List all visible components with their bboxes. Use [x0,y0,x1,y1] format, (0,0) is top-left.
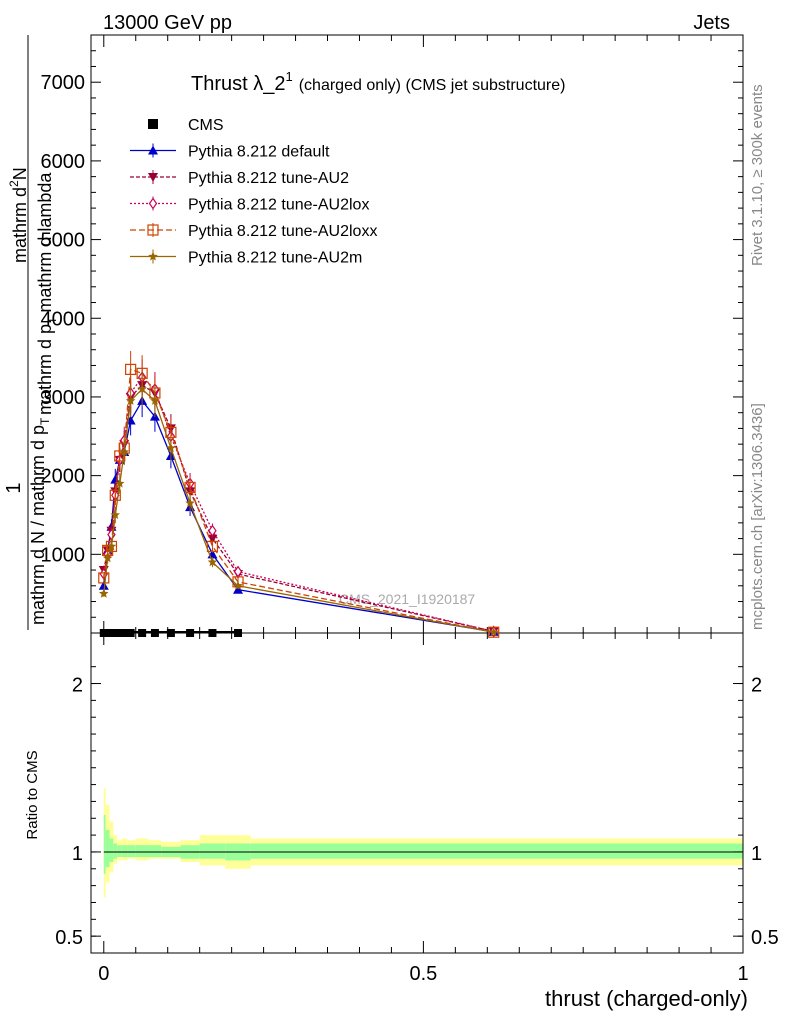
ylabel-denominator: mathrm d N / mathrm d pT [28,417,52,625]
marker-star [119,447,129,457]
marker-star [102,553,113,563]
ratio-uncertainty-bands [103,787,743,898]
marker-triangle [233,584,244,594]
y-tick-label: 1000 [41,544,86,566]
legend-entry: Pythia 8.212 default [130,143,330,161]
legend-label: Pythia 8.212 tune-AU2m [188,250,362,267]
legend-label: CMS [188,117,224,134]
legend-entry: Pythia 8.212 tune-AU2lox [130,196,369,214]
marker-star [207,557,218,567]
ratio-y-tick-label: 0.5 [55,927,83,949]
marker-triangle-down [148,173,158,182]
x-tick-label: 1 [737,963,748,985]
title-main: Thrust λ_2 [191,73,285,95]
ratio-band-green [103,814,106,874]
ratio-y-tick-label: 1 [72,843,83,865]
y-tick-label: 7000 [41,72,86,94]
y-tick-label: 6000 [41,151,86,173]
y-tick-label: 5000 [41,230,86,252]
x-tick-label: 0.5 [409,963,437,985]
ratio-plot-frame [90,632,744,954]
x-tick-label: 0 [98,963,109,985]
analysis-watermark: CMS_2021_I1920187 [339,591,475,607]
marker-square-filled [148,119,158,129]
legend-label: Pythia 8.212 tune-AU2loxx [188,223,377,240]
title-superscript: 1 [285,69,292,84]
y-tick-label: 3000 [41,387,86,409]
marker-triangle-down [207,534,218,544]
marker-star [115,478,125,488]
x-axis-label: thrust (charged-only) [545,986,748,1011]
ratio-band-green [113,843,118,859]
marker-star [148,251,158,261]
ratio-axis-ticks: 0.5 0.51 12 20 0.5 1 [55,633,779,985]
marker-square [206,540,219,553]
ratio-y-tick-label-right: 1 [751,843,762,865]
marker-diamond [208,524,217,537]
legend-label: Pythia 8.212 default [188,144,330,161]
ratio-band-green [127,845,136,857]
rivet-version-label: Rivet 3.1.10, ≥ 300k events [749,84,766,266]
series-pythia-8-212-tune-au2m [99,372,499,637]
ratio-y-tick-label: 2 [72,675,83,697]
legend-label: Pythia 8.212 tune-AU2lox [188,197,369,214]
marker-star [489,627,499,637]
main-axis-ticks: 1000 2000 3000 4000 5000 6000 7000 [41,35,744,633]
marker-square [147,224,159,236]
jets-label: Jets [693,12,730,34]
marker-star [150,395,160,405]
marker-star [166,443,176,453]
legend-label: Pythia 8.212 tune-AU2 [188,170,349,187]
ratio-band-green [250,843,743,859]
ratio-band-green [148,845,162,857]
marker-star [233,580,243,590]
marker-star [99,588,109,598]
legend-entry: Pythia 8.212 tune-AU2m [130,249,362,267]
ratio-y-tick-label-right: 0.5 [751,927,779,949]
marker-star [137,384,147,394]
cms-data-layer [99,629,243,637]
ratio-band-green [121,845,128,857]
marker-star [110,510,120,519]
ratio-band-green [109,838,114,863]
legend-entry: CMS [148,117,224,134]
ylabel-numerator: mathrm d2N [7,167,30,263]
marker-square [488,626,500,638]
marker-triangle [148,145,158,155]
marker-triangle [98,580,109,590]
mcplots-label: mcplots.cern.ch [arXiv:1306.3436] [749,403,766,630]
y-axis-label: 1 mathrm d N / mathrm d pT mathrm d2N ma… [3,35,59,630]
marker-star [185,498,195,508]
marker-diamond [148,197,158,210]
marker-star [106,541,117,551]
series-line [103,376,494,633]
plot-title: Thrust λ_21 (charged only) (CMS jet subst… [191,69,565,95]
ylabel-numerator-one: 1 [3,482,25,493]
legend-entry: Pythia 8.212 tune-AU2loxx [130,223,377,240]
ratio-band-green [105,830,110,868]
ratio-y-tick-label-right: 2 [751,675,762,697]
ratio-band-green [117,845,122,857]
ratio-band-green [135,845,149,857]
ratio-band-green [199,843,226,859]
y-tick-label: 2000 [41,466,86,488]
marker-square [125,363,137,376]
ratio-y-axis-label: Ratio to CMS [24,750,41,839]
ylabel-numerator-second: mathrm d pTmathrm d lambda [35,172,59,415]
marker-square [98,572,110,584]
energy-label: 13000 GeV pp [103,12,232,34]
legend-entry: Pythia 8.212 tune-AU2 [130,170,349,187]
title-subtitle: (charged only) (CMS jet substructure) [299,77,566,94]
marker-square [109,489,121,501]
series-line [103,388,494,633]
marker-triangle [110,474,121,484]
series-layer [98,350,500,638]
y-tick-label: 4000 [41,308,86,330]
legend: CMS Pythia 8.212 default Pythia 8.212 tune… [130,117,377,267]
marker-star [125,395,136,405]
